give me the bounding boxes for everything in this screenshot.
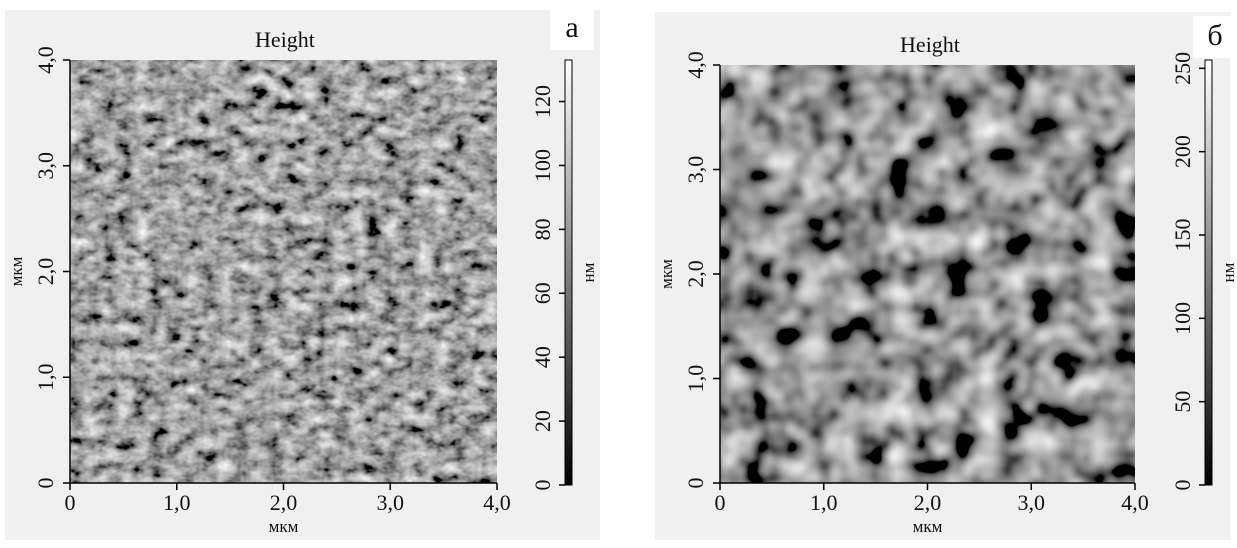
x-tick-label: 4,0 (1121, 490, 1149, 515)
height-map (720, 65, 1135, 483)
x-tick-label: 0 (65, 490, 76, 515)
x-tick-label: 2,0 (914, 490, 942, 515)
y-tick-label: 1,0 (683, 365, 708, 393)
colorbar (1204, 59, 1213, 486)
x-tick-label: 3,0 (1018, 490, 1046, 515)
y-tick-label: 2,0 (683, 260, 708, 288)
y-tick-label: 2,0 (33, 258, 58, 286)
colorbar (564, 59, 573, 486)
panel-label: а (565, 11, 578, 44)
chart-title: Height (900, 32, 960, 57)
y-tick-label: 0 (33, 478, 58, 489)
y-axis-label: мкм (657, 259, 676, 289)
colorbar-tick-label: 150 (1170, 219, 1195, 252)
x-axis-label: мкм (269, 517, 299, 536)
colorbar-tick-label: 200 (1170, 135, 1195, 168)
x-axis-label: мкм (913, 517, 943, 536)
x-tick-label: 3,0 (377, 490, 405, 515)
x-tick-label: 4,0 (483, 490, 511, 515)
y-tick-label: 4,0 (683, 51, 708, 79)
colorbar-label: нм (1219, 262, 1237, 282)
colorbar-tick-label: 20 (530, 410, 555, 432)
chart-title: Height (255, 27, 315, 52)
colorbar-tick-label: 0 (1170, 480, 1195, 491)
panel-label-box (1193, 16, 1237, 58)
x-tick-label: 0 (715, 490, 726, 515)
colorbar-tick-label: 60 (530, 282, 555, 304)
colorbar-tick-label: 80 (530, 218, 555, 240)
colorbar-tick-label: 50 (1170, 391, 1195, 413)
y-tick-label: 3,0 (33, 152, 58, 180)
colorbar-tick-label: 100 (530, 149, 555, 182)
y-tick-label: 0 (683, 478, 708, 489)
colorbar-tick-label: 0 (530, 480, 555, 491)
colorbar-label: нм (579, 262, 598, 282)
y-tick-label: 3,0 (683, 156, 708, 184)
height-map (70, 60, 497, 483)
colorbar-tick-label: 40 (530, 346, 555, 368)
x-tick-label: 1,0 (163, 490, 191, 515)
colorbar-tick-label: 100 (1170, 302, 1195, 335)
y-axis-label: мкм (7, 256, 26, 286)
y-tick-label: 1,0 (33, 364, 58, 392)
x-tick-label: 1,0 (810, 490, 838, 515)
x-tick-label: 2,0 (270, 490, 298, 515)
y-tick-label: 4,0 (33, 46, 58, 74)
colorbar-tick-label: 250 (1170, 52, 1195, 85)
panel-label: б (1207, 19, 1222, 52)
colorbar-tick-label: 120 (530, 85, 555, 118)
panel-label-box (550, 8, 594, 50)
